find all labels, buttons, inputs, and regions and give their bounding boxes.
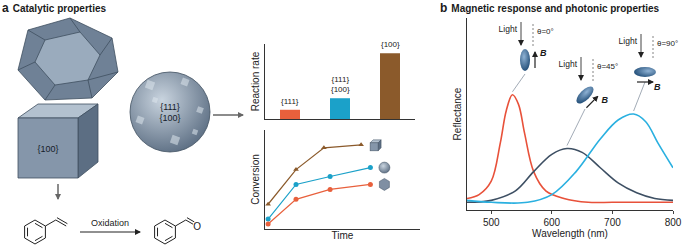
- svg-text:{111}: {111}: [281, 97, 299, 106]
- svg-text:800: 800: [665, 217, 682, 228]
- svg-text:Light: Light: [559, 59, 578, 69]
- svg-text:Wavelength (nm): Wavelength (nm): [532, 228, 608, 239]
- html-text:b Magnetic response and photon: b Magnetic response and photonic propert…: [440, 1, 660, 15]
- svg-text:700: 700: [604, 217, 621, 228]
- svg-text:{111}{100}: {111}{100}: [331, 75, 350, 94]
- svg-text:O: O: [193, 221, 201, 232]
- svg-text:B: B: [654, 82, 661, 92]
- svg-text:θ=90°: θ=90°: [657, 39, 678, 48]
- svg-text:{100}: {100}: [37, 144, 58, 154]
- svg-text:500: 500: [483, 217, 500, 228]
- html-text:a Catalytic properties: a Catalytic properties: [2, 1, 107, 15]
- svg-text:θ=0°: θ=0°: [537, 27, 554, 36]
- svg-text:Reflectance: Reflectance: [452, 87, 463, 140]
- svg-text:θ=45°: θ=45°: [597, 62, 618, 71]
- svg-text:Reaction rate: Reaction rate: [250, 51, 261, 111]
- svg-text:B: B: [602, 95, 609, 105]
- svg-text:{100}: {100}: [381, 40, 400, 49]
- svg-text:Conversion: Conversion: [250, 154, 261, 205]
- svg-text:Light: Light: [499, 24, 518, 34]
- svg-text:Light: Light: [619, 36, 638, 46]
- svg-text:Time: Time: [332, 230, 354, 241]
- svg-text:Oxidation: Oxidation: [91, 218, 129, 228]
- svg-text:{111}: {111}: [160, 102, 180, 112]
- svg-text:600: 600: [543, 217, 560, 228]
- svg-text:{100}: {100}: [159, 113, 180, 123]
- svg-text:B: B: [540, 48, 547, 58]
